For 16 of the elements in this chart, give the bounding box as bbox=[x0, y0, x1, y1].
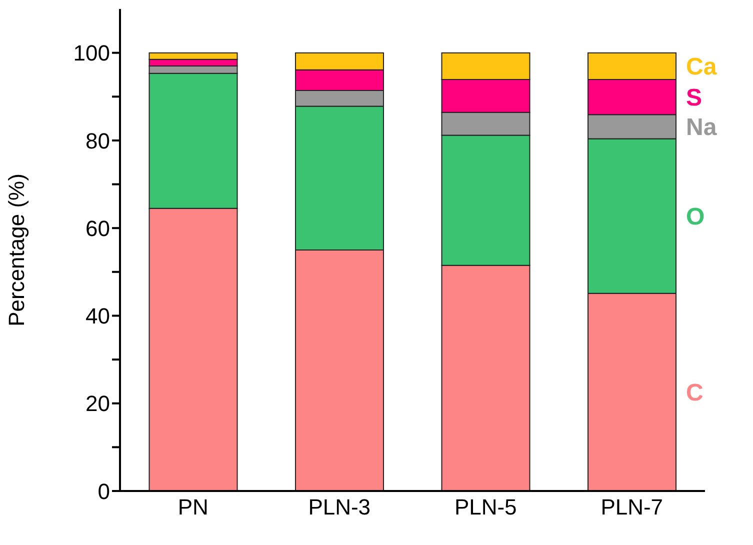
y-tick-label: 40 bbox=[86, 304, 110, 329]
y-tick-label: 0 bbox=[98, 478, 110, 504]
y-tick-label: 100 bbox=[73, 40, 110, 66]
series-label: S bbox=[686, 84, 702, 112]
x-tick-label: PLN-5 bbox=[454, 494, 517, 520]
series-label: Na bbox=[686, 114, 718, 142]
x-tick-label: PN bbox=[178, 494, 208, 520]
x-tick-label: PLN-3 bbox=[308, 494, 371, 520]
series-label: Ca bbox=[686, 54, 718, 81]
y-axis-title: Percentage (%) bbox=[4, 174, 29, 326]
y-tick-label: 60 bbox=[86, 216, 110, 241]
x-tick-label: PLN-7 bbox=[600, 494, 664, 520]
series-label: C bbox=[686, 380, 704, 407]
series-label: O bbox=[686, 203, 705, 230]
y-tick-label: 80 bbox=[86, 128, 110, 154]
y-tick-label: 20 bbox=[86, 391, 110, 416]
